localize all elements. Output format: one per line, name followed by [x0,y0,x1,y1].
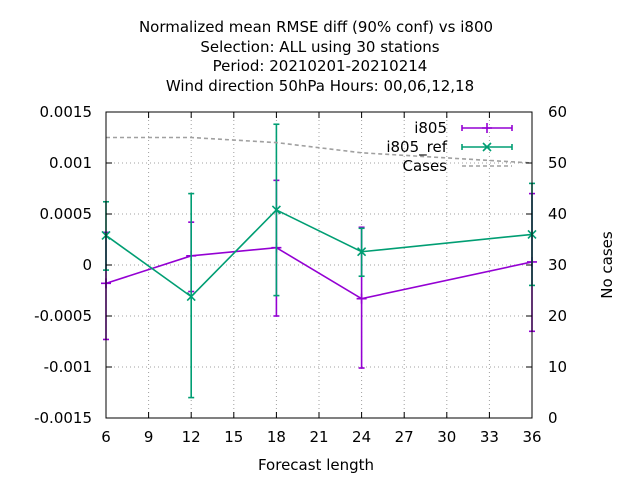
y2-tick-label: 50 [548,154,567,172]
y2-tick-label: 30 [548,256,567,274]
y-tick-label: 0.0015 [40,103,93,121]
x-tick-label: 12 [182,428,201,446]
y-tick-label: 0.0005 [40,205,93,223]
legend-label: Cases [402,157,447,175]
legend-label: i805 [414,119,447,137]
grid [106,112,532,418]
y-tick-label: -0.001 [44,358,92,376]
y2-tick-label: 10 [548,358,567,376]
tick-marks [105,111,533,419]
legend-label: i805_ref [386,138,447,157]
x-tick-label: 24 [352,428,371,446]
y2-tick-label: 20 [548,307,567,325]
y2-axis-label: No cases [598,231,616,299]
data-point [357,247,367,257]
data-point [186,292,196,302]
y2-tick-label: 40 [548,205,567,223]
chart-title-line-1: Normalized mean RMSE diff (90% conf) vs … [139,18,493,36]
series-cases [106,136,533,164]
x-tick-label: 30 [437,428,456,446]
y-tick-label: 0.001 [49,154,92,172]
tick-labels: 6 9 12 15 18 21 24 27 30 33 36 0.0015 0.001 0.0005 0 -0… [34,103,567,446]
series-line [105,246,533,300]
chart-title-line-2: Selection: ALL using 30 stations [200,38,439,56]
y-tick-label: -0.0005 [34,307,92,325]
x-tick-label: 18 [267,428,286,446]
legend-marker [482,123,492,133]
x-axis-label: Forecast length [258,456,374,474]
y-tick-label: 0 [82,256,92,274]
x-tick-label: 9 [144,428,154,446]
x-tick-label: 27 [395,428,414,446]
legend-marker [482,142,492,152]
y2-tick-label: 60 [548,103,567,121]
x-tick-label: 21 [309,428,328,446]
chart-title: Normalized mean RMSE diff (90% conf) vs … [139,18,493,95]
chart-title-line-4: Wind direction 50hPa Hours: 00,06,12,18 [166,77,474,95]
x-tick-label: 6 [101,428,111,446]
chart-title-line-3: Period: 20210201-20210214 [213,57,428,75]
y-tick-label: -0.0015 [34,409,92,427]
data-point [356,293,367,304]
data-point [271,205,281,215]
x-tick-label: 36 [522,428,541,446]
series-line [106,136,533,164]
x-tick-label: 15 [224,428,243,446]
x-tick-label: 33 [480,428,499,446]
series-line [105,208,533,298]
y2-tick-label: 0 [548,409,558,427]
